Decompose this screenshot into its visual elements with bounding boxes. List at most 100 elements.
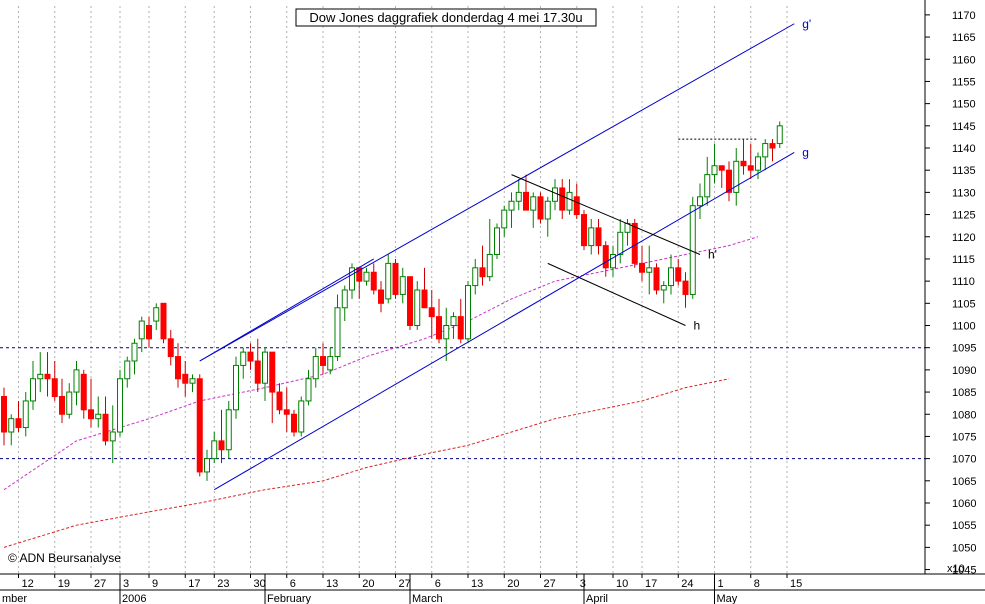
candle-body [109, 431, 116, 442]
candle [15, 400, 22, 432]
candle [385, 254, 392, 304]
candle [175, 343, 181, 388]
candle [660, 281, 667, 304]
candle [646, 245, 653, 295]
y-tick-label: 1085 [952, 387, 976, 399]
candle [160, 302, 167, 344]
candle [392, 258, 399, 299]
candle [138, 316, 145, 353]
candle [95, 396, 102, 428]
candle-body [8, 418, 15, 433]
x-tick-label: 15 [790, 578, 802, 590]
candle-body [370, 271, 377, 291]
y-tick-label: 1145 [952, 121, 976, 133]
candle-body [711, 165, 718, 176]
y-tick-label: 1065 [952, 476, 976, 488]
candle-body [668, 267, 674, 287]
candle-body [639, 262, 645, 273]
candle [30, 361, 36, 410]
x-tick-label: 6 [290, 578, 296, 590]
candle-body [501, 209, 508, 229]
candle [617, 219, 624, 264]
candle-body [646, 267, 653, 273]
moving-average-short [3, 236, 759, 491]
month-label: March [412, 593, 443, 604]
candle [225, 400, 232, 459]
candle [559, 179, 566, 219]
candle [117, 369, 123, 437]
candle-body [407, 276, 413, 326]
candle [610, 245, 616, 277]
candle [262, 347, 268, 401]
x-tick-label: 6 [435, 578, 441, 590]
moving-average-long [3, 378, 730, 548]
candle [595, 219, 602, 255]
candle [109, 405, 116, 464]
candle [211, 432, 218, 464]
candle-body [189, 378, 196, 384]
candle-body [566, 191, 573, 211]
x-tick-label: 27 [399, 578, 411, 590]
y-tick-label: 1055 [952, 520, 976, 532]
candle [182, 361, 189, 397]
candle-body [211, 440, 218, 460]
candle [8, 414, 15, 446]
candle [530, 192, 537, 228]
candle [740, 139, 747, 175]
horizontal-reference-lines [0, 138, 925, 460]
candle-body [320, 356, 326, 366]
candle-body [436, 316, 442, 340]
candle-body [334, 307, 341, 358]
y-tick-label: 1150 [952, 99, 976, 111]
candle [80, 369, 87, 419]
candle-body [450, 316, 457, 326]
y-tick-label: 1155 [952, 76, 976, 88]
candle [327, 347, 334, 375]
candle [486, 219, 493, 282]
candle-body [762, 143, 769, 158]
candle-body [385, 262, 392, 300]
candle-body [341, 289, 348, 309]
candle [44, 352, 51, 397]
candle-body [363, 271, 370, 282]
moving-average-lines [3, 236, 759, 548]
candle [356, 267, 363, 299]
x-tick-label: 20 [507, 578, 519, 590]
candle-body [602, 245, 609, 269]
candle-body [573, 196, 580, 216]
candle-body [414, 289, 421, 326]
candle-body [523, 191, 529, 211]
candle-body [378, 289, 384, 304]
x-tick-label: 10 [616, 578, 628, 590]
x-tick-label: 24 [681, 578, 693, 590]
candle [515, 179, 522, 211]
candle-body [51, 378, 58, 397]
candle [421, 267, 428, 309]
candle-body [479, 267, 486, 278]
candle-body [15, 418, 22, 429]
trend-line [511, 174, 701, 255]
month-label: 2006 [122, 593, 146, 604]
candle [457, 298, 464, 344]
y-tick-label: 1125 [952, 210, 976, 222]
candle-body [327, 356, 334, 371]
y-tick-label: 1075 [952, 431, 976, 443]
candle-body [233, 364, 239, 411]
candle-body [595, 227, 602, 247]
candle [755, 152, 761, 180]
candle-body [1, 396, 7, 433]
trend-line [213, 152, 795, 491]
candle [37, 352, 44, 393]
candle [588, 219, 595, 255]
candle-body [486, 254, 493, 278]
candle [334, 294, 341, 361]
candle [399, 267, 406, 304]
candle-body [59, 396, 65, 415]
y-tick-label: 1115 [952, 254, 975, 266]
candle-body [769, 143, 776, 149]
y-tick-label: 1080 [952, 409, 976, 421]
candle [131, 338, 138, 375]
candle [312, 347, 319, 388]
y-tick-label: 1140 [952, 143, 976, 155]
